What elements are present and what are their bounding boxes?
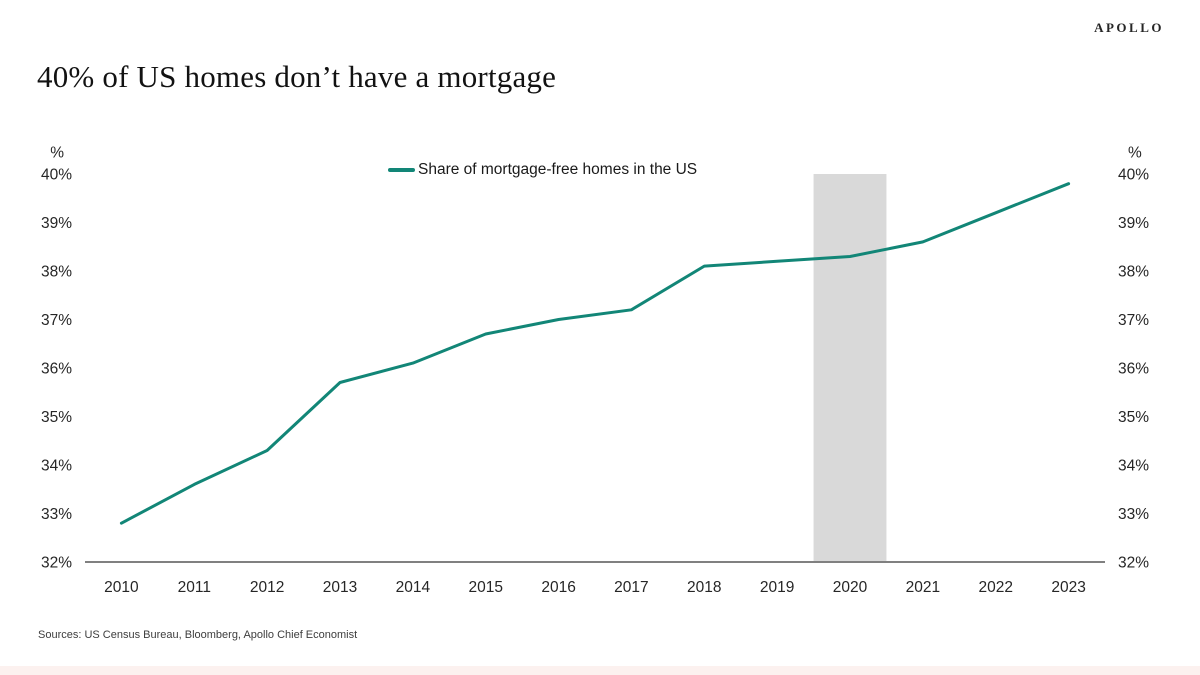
x-axis-label: 2014	[396, 579, 431, 596]
recession-band	[813, 174, 887, 562]
x-axis-label: 2020	[833, 579, 868, 596]
x-axis-label: 2022	[978, 579, 1012, 596]
y-axis-unit-right: %	[1128, 145, 1142, 162]
y-axis-label-left: 37%	[41, 312, 72, 329]
x-axis-label: 2015	[468, 579, 502, 596]
x-axis-label: 2018	[687, 579, 721, 596]
y-axis-label-left: 40%	[41, 167, 72, 184]
x-axis-label: 2021	[906, 579, 940, 596]
x-axis-label: 2013	[323, 579, 357, 596]
x-axis-label: 2016	[541, 579, 575, 596]
y-axis-label-left: 33%	[41, 506, 72, 523]
y-axis-label-right: 39%	[1118, 215, 1149, 232]
legend-line-swatch	[388, 168, 415, 172]
x-axis-label: 2010	[104, 579, 139, 596]
y-axis-label-left: 38%	[41, 264, 72, 281]
y-axis-label-right: 35%	[1118, 409, 1149, 426]
y-axis-label-left: 36%	[41, 361, 72, 378]
legend-label: Share of mortgage-free homes in the US	[418, 161, 698, 178]
y-axis-label-right: 38%	[1118, 264, 1149, 281]
y-axis-label-left: 35%	[41, 409, 72, 426]
y-axis-label-left: 32%	[41, 555, 72, 572]
y-axis-label-right: 33%	[1118, 506, 1149, 523]
page-title: 40% of US homes don’t have a mortgage	[37, 58, 557, 94]
y-axis-label-right: 40%	[1118, 167, 1149, 184]
series-line	[119, 182, 1071, 525]
x-axis-label: 2019	[760, 579, 794, 596]
y-axis-label-right: 34%	[1118, 458, 1149, 475]
x-axis-label: 2017	[614, 579, 648, 596]
sources-note: Sources: US Census Bureau, Bloomberg, Ap…	[38, 629, 358, 641]
y-axis-label-left: 39%	[41, 215, 72, 232]
y-axis-unit-left: %	[50, 145, 64, 162]
x-axis-label: 2023	[1051, 579, 1085, 596]
y-axis-label-right: 32%	[1118, 555, 1149, 572]
x-axis-label: 2012	[250, 579, 284, 596]
chart-legend: Share of mortgage-free homes in the US	[388, 161, 697, 179]
y-axis-label-right: 37%	[1118, 312, 1149, 329]
apollo-logo: APOLLO	[1094, 20, 1164, 35]
bottom-accent-strip	[0, 666, 1200, 675]
x-axis-label: 2011	[178, 579, 211, 596]
y-axis-label-right: 36%	[1118, 361, 1149, 378]
y-axis-label-left: 34%	[41, 458, 72, 475]
